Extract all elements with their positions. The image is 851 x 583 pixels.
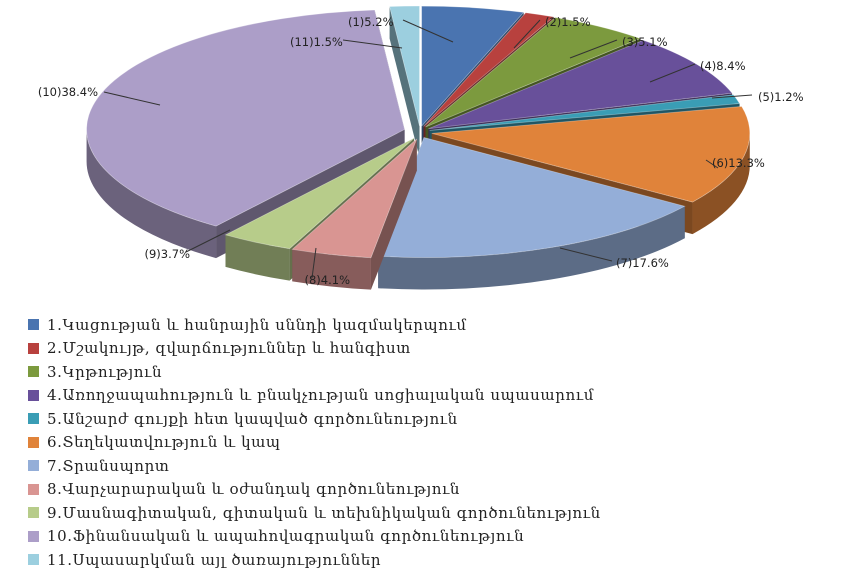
legend-swatch [28, 413, 39, 424]
data-label-11: (11)1.5% [290, 35, 343, 49]
data-label-3: (3)5.1% [622, 35, 668, 49]
legend-item-11: 11.Սպասարկման այլ ծառայություններ [28, 548, 848, 572]
legend-swatch [28, 366, 39, 377]
data-label-10: (10)38.4% [38, 85, 98, 99]
data-label-9: (9)3.7% [144, 247, 190, 261]
data-label-4: (4)8.4% [700, 59, 746, 73]
legend-item-1: 1.Կացության և հանրային սննդի կազմակերպու… [28, 313, 848, 337]
legend-swatch [28, 484, 39, 495]
legend-label: 7.Տրանսպորտ [47, 457, 169, 475]
legend-swatch [28, 531, 39, 542]
legend-item-2: 2.Մշակույթ, զվարճություններ և հանգիստ [28, 337, 848, 361]
legend-item-10: 10.Ֆինանսական և ապահովագրական գործունեու… [28, 525, 848, 549]
legend-swatch [28, 554, 39, 565]
legend-item-7: 7.Տրանսպորտ [28, 454, 848, 478]
legend-label: 9.Մասնագիտական, գիտական և տեխնիկական գոր… [47, 504, 601, 522]
legend-label: 8.Վարչարարական և օժանդակ գործունեություն [47, 480, 460, 498]
legend-label: 10.Ֆինանսական և ապահովագրական գործունեու… [47, 527, 524, 545]
legend-label: 4.Առողջապահություն և բնակչության սոցիալա… [47, 386, 594, 404]
legend-swatch [28, 390, 39, 401]
legend-swatch [28, 437, 39, 448]
data-label-6: (6)13.3% [712, 156, 765, 170]
data-label-5: (5)1.2% [758, 90, 804, 104]
legend-item-4: 4.Առողջապահություն և բնակչության սոցիալա… [28, 384, 848, 408]
legend: 1.Կացության և հանրային սննդի կազմակերպու… [28, 313, 848, 572]
legend-label: 11.Սպասարկման այլ ծառայություններ [47, 551, 381, 569]
legend-label: 3.Կրթություն [47, 363, 162, 381]
legend-label: 6.Տեղեկատվություն և կապ [47, 433, 281, 451]
legend-label: 5.Անշարժ գույքի հետ կապված գործունեությո… [47, 410, 458, 428]
pie-chart: (1)5.2% (2)1.5% (3)5.1% (4)8.4% (5)1.2% (6)13… [0, 0, 851, 310]
legend-label: 1.Կացության և հանրային սննդի կազմակերպու… [47, 316, 467, 334]
legend-swatch [28, 460, 39, 471]
legend-item-6: 6.Տեղեկատվություն և կապ [28, 431, 848, 455]
data-label-8: (8)4.1% [304, 273, 350, 287]
data-label-1: (1)5.2% [348, 15, 394, 29]
data-label-2: (2)1.5% [545, 15, 591, 29]
legend-swatch [28, 343, 39, 354]
legend-item-5: 5.Անշարժ գույքի հետ կապված գործունեությո… [28, 407, 848, 431]
legend-item-9: 9.Մասնագիտական, գիտական և տեխնիկական գոր… [28, 501, 848, 525]
legend-swatch [28, 507, 39, 518]
legend-item-8: 8.Վարչարարական և օժանդակ գործունեություն [28, 478, 848, 502]
legend-swatch [28, 319, 39, 330]
legend-item-3: 3.Կրթություն [28, 360, 848, 384]
data-label-7: (7)17.6% [616, 256, 669, 270]
legend-label: 2.Մշակույթ, զվարճություններ և հանգիստ [47, 339, 411, 357]
